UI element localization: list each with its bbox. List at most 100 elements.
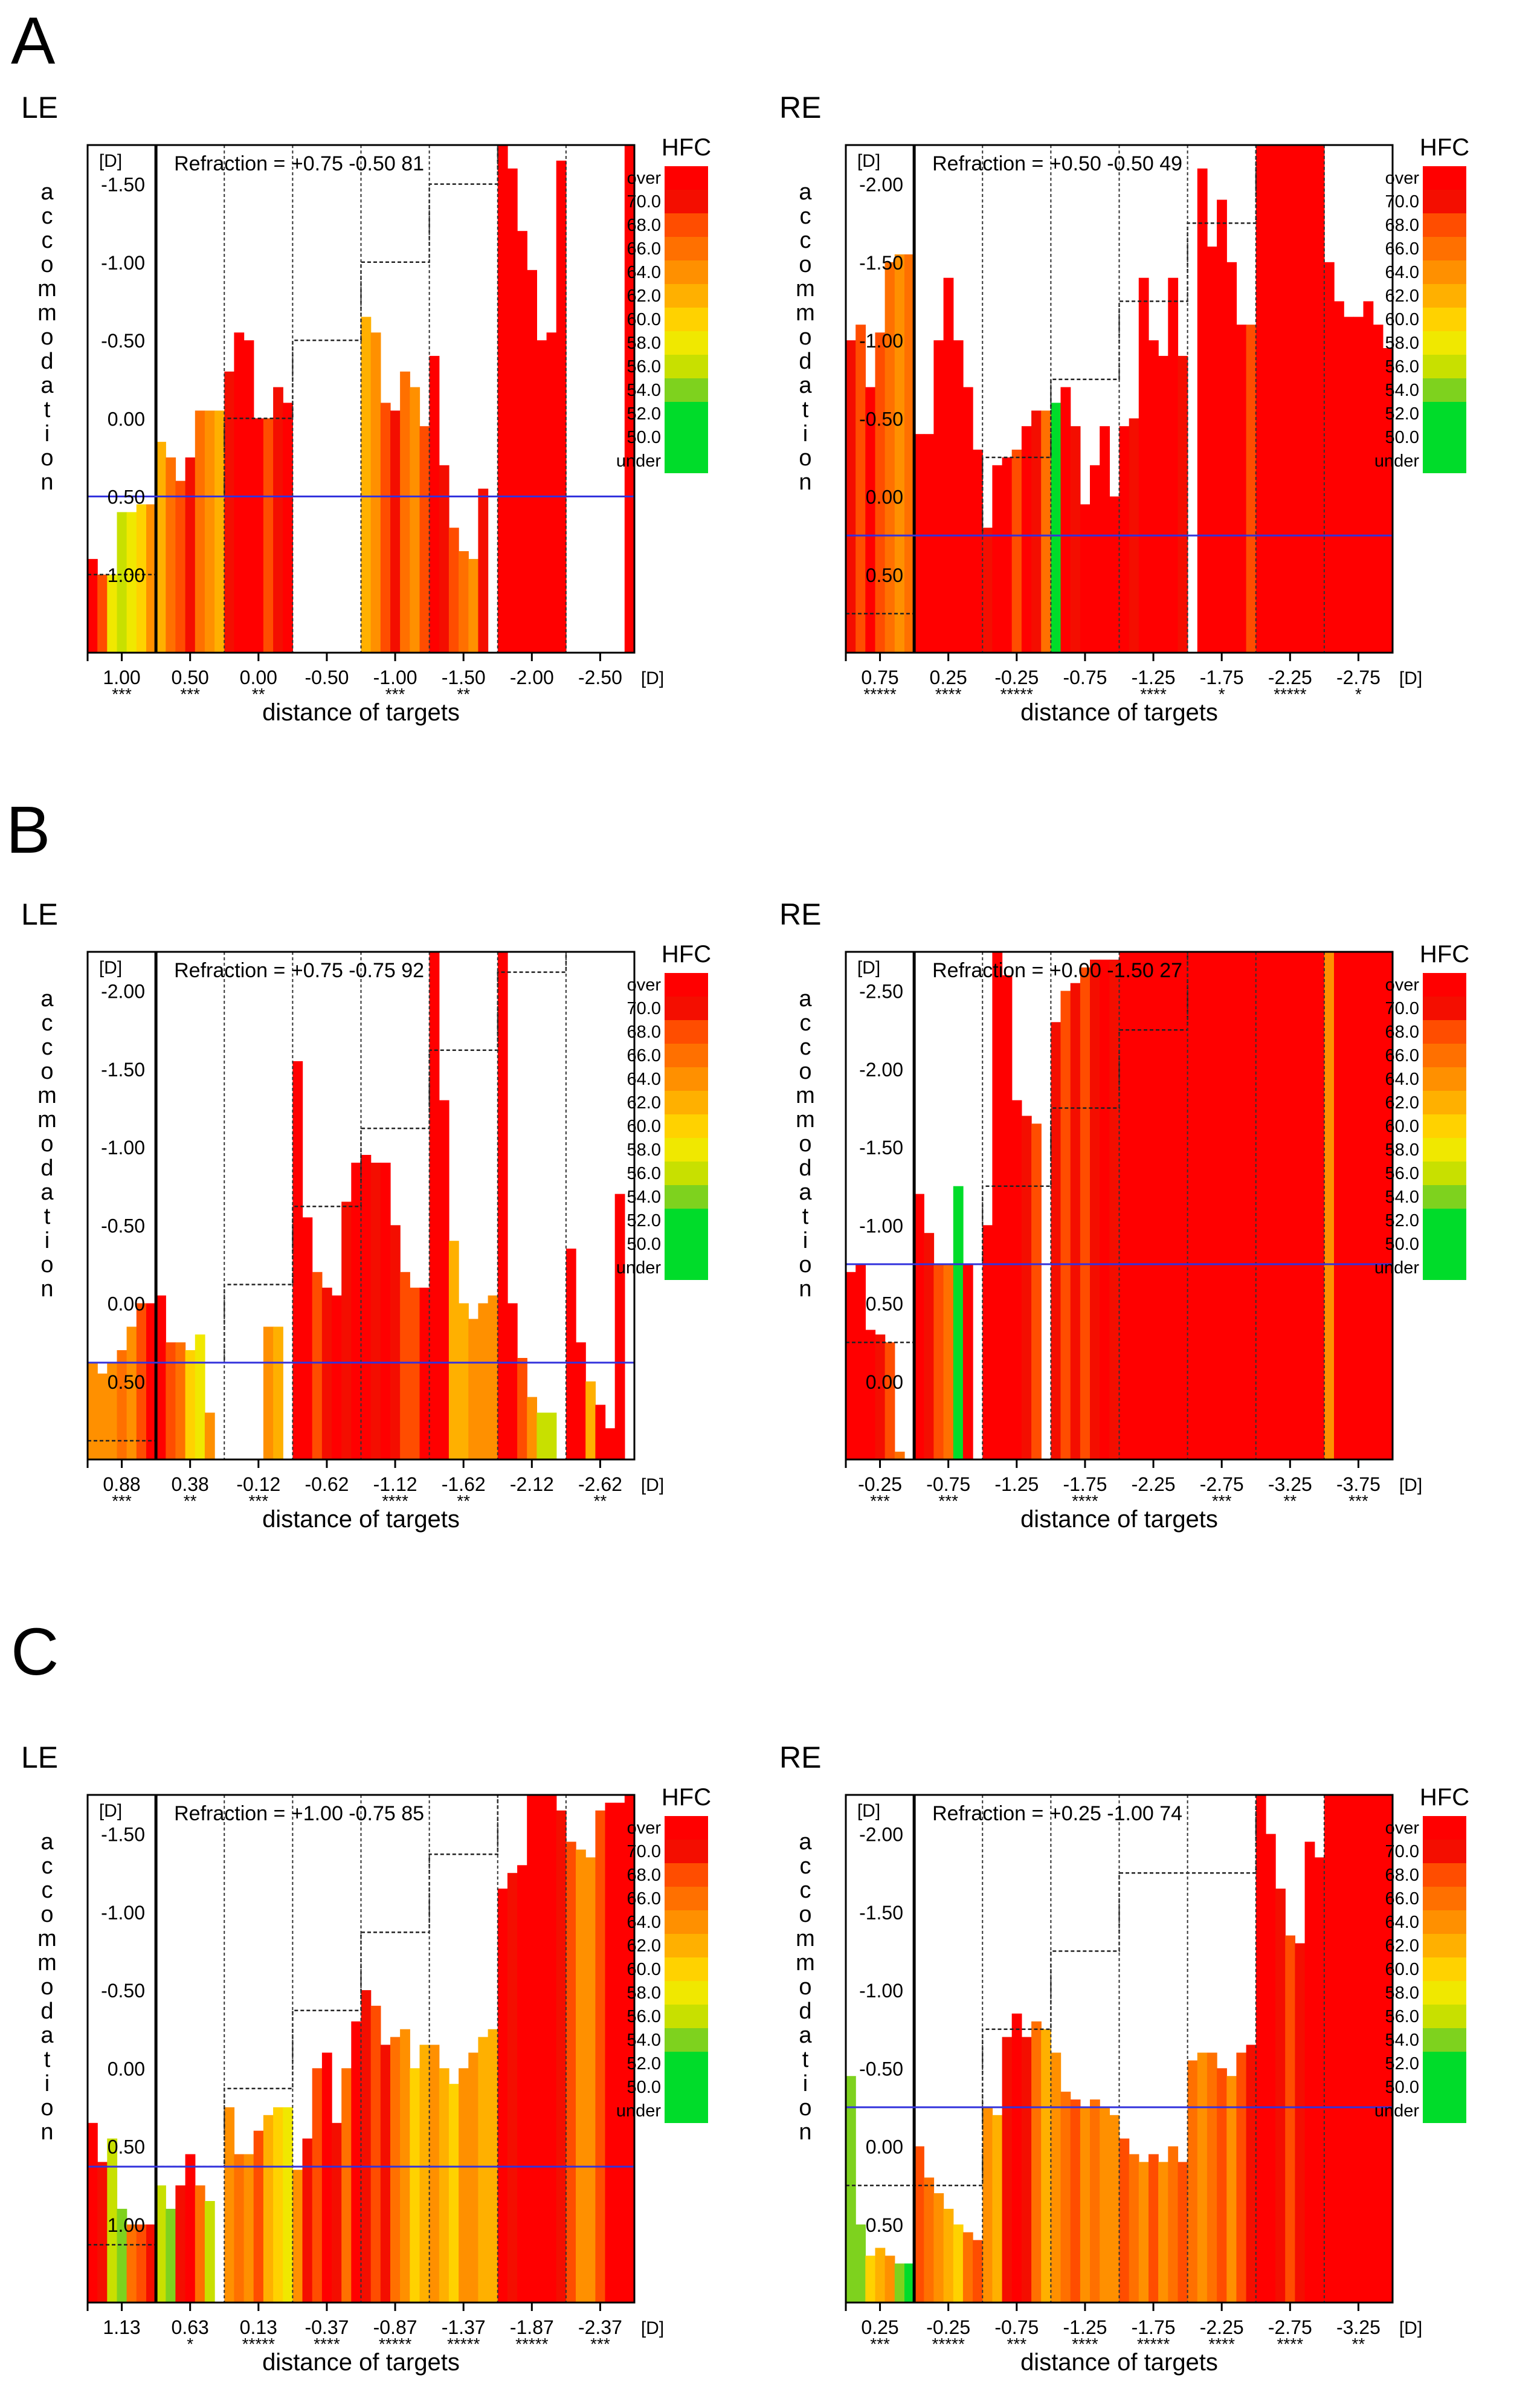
legend-swatch xyxy=(1423,973,1466,997)
bar xyxy=(204,410,215,653)
y-tick-label: 0.00 xyxy=(866,1371,903,1393)
legend-label: 68.0 xyxy=(627,216,661,235)
legend-swatch xyxy=(665,166,708,190)
legend-swatch xyxy=(665,1981,708,2005)
legend-label: 70.0 xyxy=(1385,1842,1419,1861)
y-tick-label: -0.50 xyxy=(859,2058,903,2080)
legend-swatch xyxy=(1423,449,1466,473)
x-tick-label: -1.87 xyxy=(510,2316,554,2338)
legend-label: 60.0 xyxy=(1385,1960,1419,1979)
bar xyxy=(1138,952,1149,1459)
legend-label: under xyxy=(1374,2101,1420,2121)
legend-swatch xyxy=(665,1816,708,1840)
y-tick-label: 0.50 xyxy=(108,486,145,508)
bar xyxy=(943,1264,954,1459)
legend-swatch xyxy=(1423,284,1466,308)
bar xyxy=(1002,457,1013,653)
x-tick-label: -3.75 xyxy=(1336,1473,1381,1495)
legend-swatch xyxy=(1423,1138,1466,1162)
bar xyxy=(992,952,1003,1459)
bar xyxy=(146,1303,156,1459)
refraction-text: Refraction = +0.75 -0.50 81 xyxy=(174,152,424,175)
bar xyxy=(283,402,293,653)
x-tick-label: -2.75 xyxy=(1200,1473,1244,1495)
legend-label: 68.0 xyxy=(1385,216,1419,235)
x-tick-label: -2.50 xyxy=(578,667,622,688)
legend-swatch xyxy=(1423,237,1466,261)
y-tick-label: -2.50 xyxy=(859,981,903,1003)
eye-label: LE xyxy=(21,1740,58,1774)
significance-stars: * xyxy=(187,2335,193,2353)
legend-label: 64.0 xyxy=(627,1070,661,1089)
bar xyxy=(156,1295,166,1459)
legend-swatch xyxy=(1423,308,1466,332)
y-tick-label: -2.00 xyxy=(859,1824,903,1846)
legend-label: 50.0 xyxy=(1385,428,1419,447)
bar xyxy=(855,325,866,653)
significance-stars: *** xyxy=(1212,1492,1232,1510)
x-unit-label: [D] xyxy=(641,2318,664,2338)
legend-label: under xyxy=(616,451,662,471)
legend-label: under xyxy=(1374,451,1420,471)
bar xyxy=(536,1412,547,1459)
bar xyxy=(370,332,381,653)
legend-swatch xyxy=(665,1162,708,1186)
bar xyxy=(894,2263,905,2303)
bar xyxy=(576,1849,586,2303)
legend-label: over xyxy=(1385,1818,1420,1838)
bar xyxy=(107,2138,118,2303)
bar xyxy=(478,488,489,653)
bar xyxy=(195,410,205,653)
bar xyxy=(136,504,147,653)
bar xyxy=(136,2224,147,2303)
bar xyxy=(126,512,137,653)
bar xyxy=(1100,426,1110,653)
x-tick-label: 0.75 xyxy=(861,667,898,688)
legend-label: 68.0 xyxy=(627,1023,661,1042)
bar xyxy=(380,1162,391,1459)
legend-swatch xyxy=(665,1910,708,1934)
bar xyxy=(1021,426,1032,653)
bar xyxy=(302,1217,313,1459)
legend-label: 62.0 xyxy=(1385,1093,1419,1113)
chart-panel-c-le: LE a c c o m m o d a t i o n [D] Refraction = +1.00 -0.… xyxy=(21,1740,711,2376)
significance-stars: **** xyxy=(1208,2335,1235,2353)
plot-frame xyxy=(845,1794,1394,2304)
bar xyxy=(614,1802,625,2303)
y-unit-label: [D] xyxy=(99,151,122,171)
bar xyxy=(1344,1795,1354,2303)
bar xyxy=(595,1810,606,2303)
significance-stars: **** xyxy=(935,685,962,703)
legend-label: 70.0 xyxy=(627,999,661,1018)
bar xyxy=(448,528,459,653)
bar xyxy=(1070,983,1081,1459)
bar xyxy=(488,1295,498,1459)
bar xyxy=(1295,1943,1306,2303)
legend-label: 70.0 xyxy=(627,1842,661,1861)
legend-label: over xyxy=(627,975,662,995)
legend-swatch xyxy=(665,213,708,238)
x-tick-label: -1.25 xyxy=(994,1473,1039,1495)
bar xyxy=(370,2005,381,2303)
bar xyxy=(117,2208,127,2303)
bar xyxy=(517,231,527,653)
x-tick-label: 1.00 xyxy=(103,667,140,688)
bar xyxy=(1255,1795,1266,2303)
y-tick-label: -0.50 xyxy=(101,1215,145,1236)
plot-frame xyxy=(845,144,1394,654)
bar xyxy=(1197,168,1208,653)
bar xyxy=(953,340,964,653)
bar xyxy=(1304,952,1315,1459)
x-tick-label: -1.00 xyxy=(373,667,417,688)
y-tick-label: 0.50 xyxy=(108,1371,145,1393)
bar xyxy=(204,2201,215,2303)
bar xyxy=(556,1810,567,2303)
bar xyxy=(1373,952,1384,1459)
bar xyxy=(185,457,196,653)
legend-label: 52.0 xyxy=(1385,404,1419,424)
plot-frame xyxy=(86,951,636,1461)
legend-title: HFC xyxy=(662,941,711,968)
bar xyxy=(884,2255,895,2303)
